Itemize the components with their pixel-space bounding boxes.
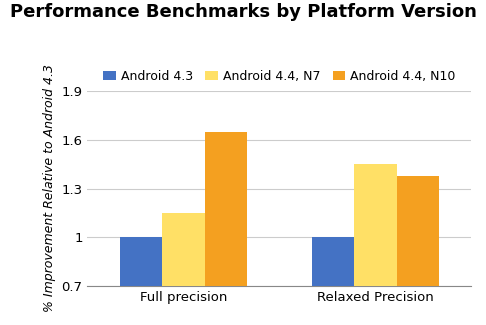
Bar bbox=[397, 176, 439, 325]
Bar bbox=[312, 237, 354, 325]
Text: Performance Benchmarks by Platform Version: Performance Benchmarks by Platform Versi… bbox=[10, 3, 476, 21]
Bar bbox=[162, 213, 205, 325]
Bar bbox=[354, 164, 397, 325]
Y-axis label: % Improvement Relative to Android 4.3: % Improvement Relative to Android 4.3 bbox=[43, 64, 56, 313]
Legend: Android 4.3, Android 4.4, N7, Android 4.4, N10: Android 4.3, Android 4.4, N7, Android 4.… bbox=[103, 70, 456, 83]
Bar bbox=[120, 237, 162, 325]
Bar bbox=[205, 132, 247, 325]
